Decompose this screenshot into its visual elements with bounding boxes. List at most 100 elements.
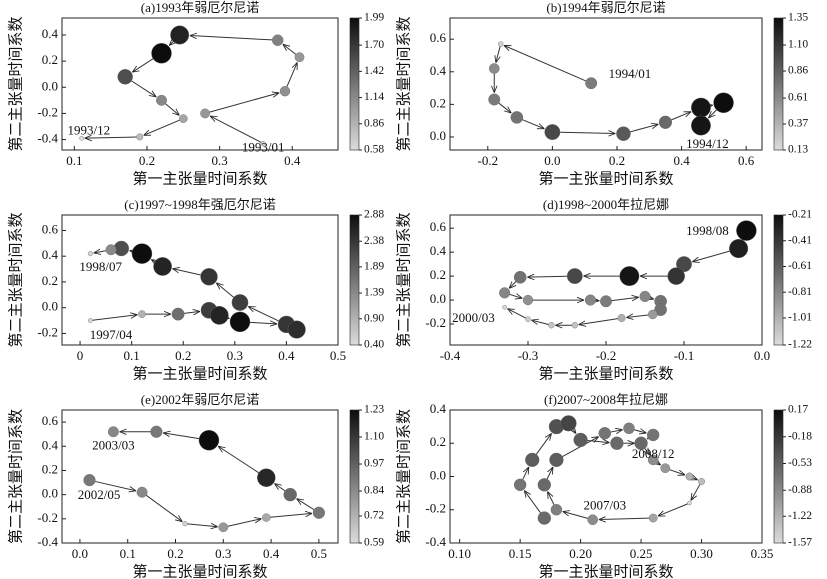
x-tick-label: 0.2 [175, 348, 191, 363]
colorbar-tick-label: 0.61 [788, 92, 808, 104]
colorbar-tick-label: 0.13 [788, 144, 808, 156]
panel-title: (b)1994年弱厄尔尼诺 [546, 0, 665, 15]
colorbar-tick-label: -0.21 [788, 209, 812, 221]
point [210, 306, 229, 325]
y-tick-label: 0.2 [430, 95, 446, 110]
trajectory-arrow [509, 281, 517, 289]
point [729, 239, 749, 259]
plot-frame [61, 214, 339, 346]
point [522, 294, 534, 306]
y-tick-label: 0.6 [430, 219, 447, 234]
colorbar-tick-label: 1.99 [364, 12, 384, 24]
trajectory-arrow [286, 62, 298, 87]
point-annotation: 2000/03 [452, 310, 495, 325]
x-tick-label: 0.20 [569, 546, 592, 561]
point [691, 115, 711, 136]
x-tick-label: -0.4 [440, 348, 461, 363]
trajectory-arrow [671, 111, 691, 121]
x-axis-label: 第一主张量时间系数 [132, 169, 267, 187]
colorbar-tick-label: 1.10 [364, 431, 384, 443]
point [156, 94, 167, 106]
point [598, 427, 611, 440]
colorbar-tick-label: -0.41 [788, 234, 812, 246]
y-tick-label: 0.4 [430, 401, 447, 416]
point [260, 141, 266, 146]
trajectory-arrow [634, 430, 646, 433]
point [138, 310, 146, 318]
point [105, 244, 117, 256]
trajectory-arrow [630, 124, 658, 133]
point [499, 287, 511, 299]
trajectory-arrow [94, 251, 106, 253]
y-tick-label: 0.6 [42, 413, 59, 428]
x-tick-label: -0.2 [477, 153, 498, 168]
point-annotation: 1994/01 [609, 66, 652, 81]
x-axis-label: 第一主张量时间系数 [538, 562, 673, 579]
x-tick-label: 0.3 [215, 546, 231, 561]
trajectory-arrow [85, 137, 137, 138]
y-axis-label: 第二主张量时间系数 [6, 16, 24, 151]
point [153, 257, 172, 276]
x-tick-label: 0.5 [311, 546, 327, 561]
point [171, 307, 185, 321]
trajectory-arrow [563, 511, 588, 519]
trajectory-arrow [270, 513, 312, 518]
y-tick-label: 0.6 [430, 30, 447, 45]
trajectory-arrow [560, 132, 615, 133]
trajectory-arrow [710, 105, 712, 106]
y-tick-label: 0.6 [42, 221, 59, 236]
point [698, 478, 705, 485]
point-annotation: 2007/03 [583, 497, 626, 512]
trajectory-arrow [708, 109, 717, 118]
point-annotation: 1997/04 [90, 327, 133, 342]
y-tick-label: 0.0 [42, 299, 58, 314]
trajectory-arrow [498, 102, 512, 113]
point [87, 251, 93, 257]
colorbar-tick-label: 1.14 [364, 91, 384, 103]
trajectory-arrow [92, 315, 138, 321]
point [107, 426, 119, 438]
point [182, 521, 188, 527]
y-tick-label: -0.4 [37, 534, 58, 549]
y-tick-label: 0.2 [42, 273, 58, 288]
point-annotation: 1998/07 [79, 259, 122, 274]
point [537, 511, 551, 525]
trajectory-arrow [548, 492, 555, 505]
point [218, 522, 229, 533]
point [654, 303, 667, 316]
trajectory-arrow [184, 311, 200, 313]
trajectory-arrow [151, 259, 155, 261]
y-tick-label: 0.4 [430, 63, 447, 78]
colorbar [773, 409, 784, 544]
point [136, 133, 144, 141]
trajectory-arrow [507, 309, 526, 319]
y-tick-label: 0.4 [42, 247, 59, 262]
x-tick-label: 0.15 [509, 546, 532, 561]
point [498, 41, 504, 47]
x-tick-label: 0 [77, 348, 84, 363]
trajectory-arrow [190, 36, 273, 41]
trajectory-arrow [274, 483, 286, 492]
y-axis-label: 第二主张量时间系数 [394, 16, 412, 151]
point [648, 309, 658, 320]
trajectory-arrow [144, 119, 180, 136]
point [488, 63, 500, 74]
x-tick-label: 0.0 [72, 546, 88, 561]
colorbar-tick-label: 1.23 [364, 404, 384, 416]
x-tick-label: 0.10 [448, 546, 471, 561]
trajectory-arrow [283, 44, 297, 55]
panel-title: (f)2007~2008年拉尼娜 [544, 392, 668, 407]
point [525, 452, 540, 467]
y-tick-label: -0.2 [425, 501, 446, 516]
x-tick-label: -0.1 [674, 348, 695, 363]
colorbar-tick-label: 0.97 [364, 458, 384, 470]
point [287, 320, 306, 339]
colorbar-tick-label: -0.81 [788, 286, 812, 298]
y-tick-label: 0.0 [430, 128, 446, 143]
point [584, 294, 596, 306]
point [685, 472, 694, 481]
x-tick-label: 0.1 [124, 348, 140, 363]
